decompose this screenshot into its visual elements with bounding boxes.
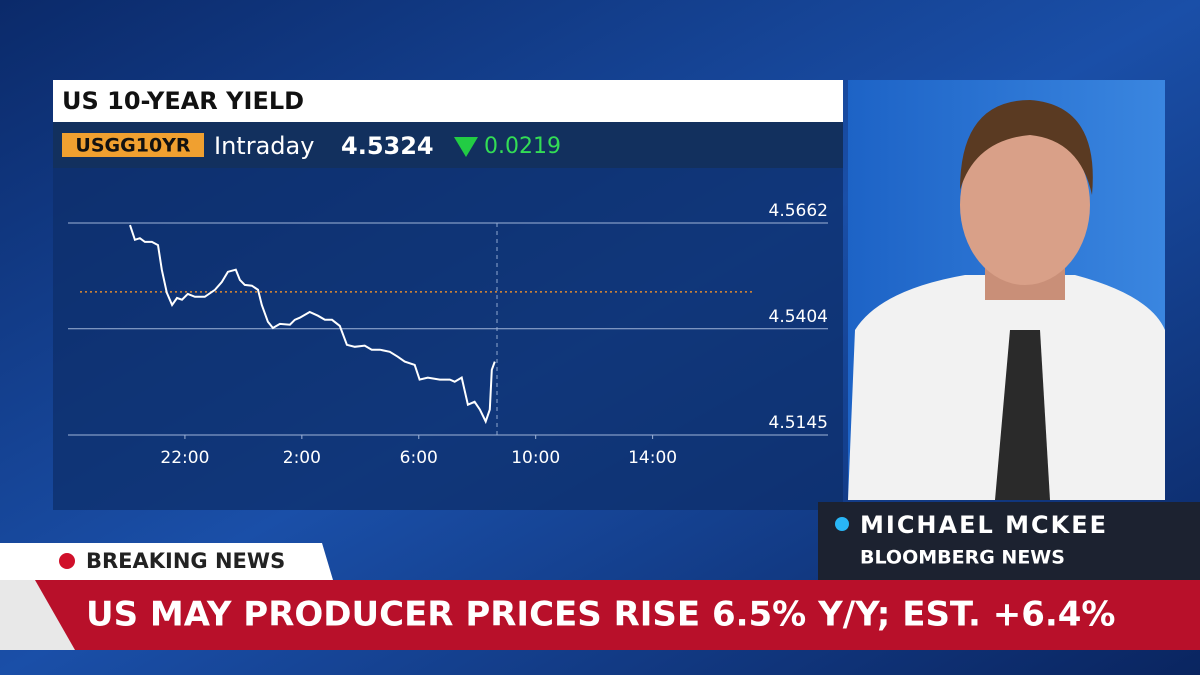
breaking-dot bbox=[59, 553, 75, 569]
chart-title: US 10-YEAR YIELD bbox=[62, 87, 304, 115]
breaking-tab bbox=[0, 543, 333, 580]
mode: Intraday bbox=[214, 132, 314, 160]
presenter-name: MICHAEL MCKEE bbox=[860, 511, 1108, 539]
x-tick-label: 14:00 bbox=[628, 448, 677, 468]
x-tick-label: 6:00 bbox=[400, 448, 438, 468]
x-tick-label: 22:00 bbox=[160, 448, 209, 468]
x-tick-label: 10:00 bbox=[511, 448, 560, 468]
breaking-label: BREAKING NEWS bbox=[86, 549, 285, 573]
title-bar bbox=[53, 80, 843, 122]
headline-wedge bbox=[0, 580, 75, 650]
live-dot bbox=[835, 517, 849, 531]
down-arrow bbox=[454, 137, 478, 157]
y-tick-label: 4.5404 bbox=[769, 307, 828, 327]
ticker: USGG10YR bbox=[75, 135, 191, 157]
last-price: 4.5324 bbox=[341, 132, 434, 160]
y-tick-label: 4.5662 bbox=[769, 201, 828, 221]
headline-bar bbox=[0, 580, 1200, 650]
headline: US MAY PRODUCER PRICES RISE 6.5% Y/Y; ES… bbox=[86, 595, 1116, 635]
plot: 4.5662 4.5404 4.5145 22:00 2:00 6:00 10:00 14:0… bbox=[68, 201, 828, 468]
x-tick-label: 2:00 bbox=[283, 448, 321, 468]
ticker-badge bbox=[62, 133, 204, 157]
y-tick-label: 4.5145 bbox=[769, 413, 828, 433]
presenter-video bbox=[848, 80, 1165, 500]
change: 0.0219 bbox=[484, 134, 561, 159]
name-plate bbox=[818, 502, 1200, 580]
plot-background bbox=[53, 168, 843, 510]
price-line bbox=[129, 224, 496, 425]
affiliation: BLOOMBERG NEWS bbox=[860, 547, 1065, 569]
